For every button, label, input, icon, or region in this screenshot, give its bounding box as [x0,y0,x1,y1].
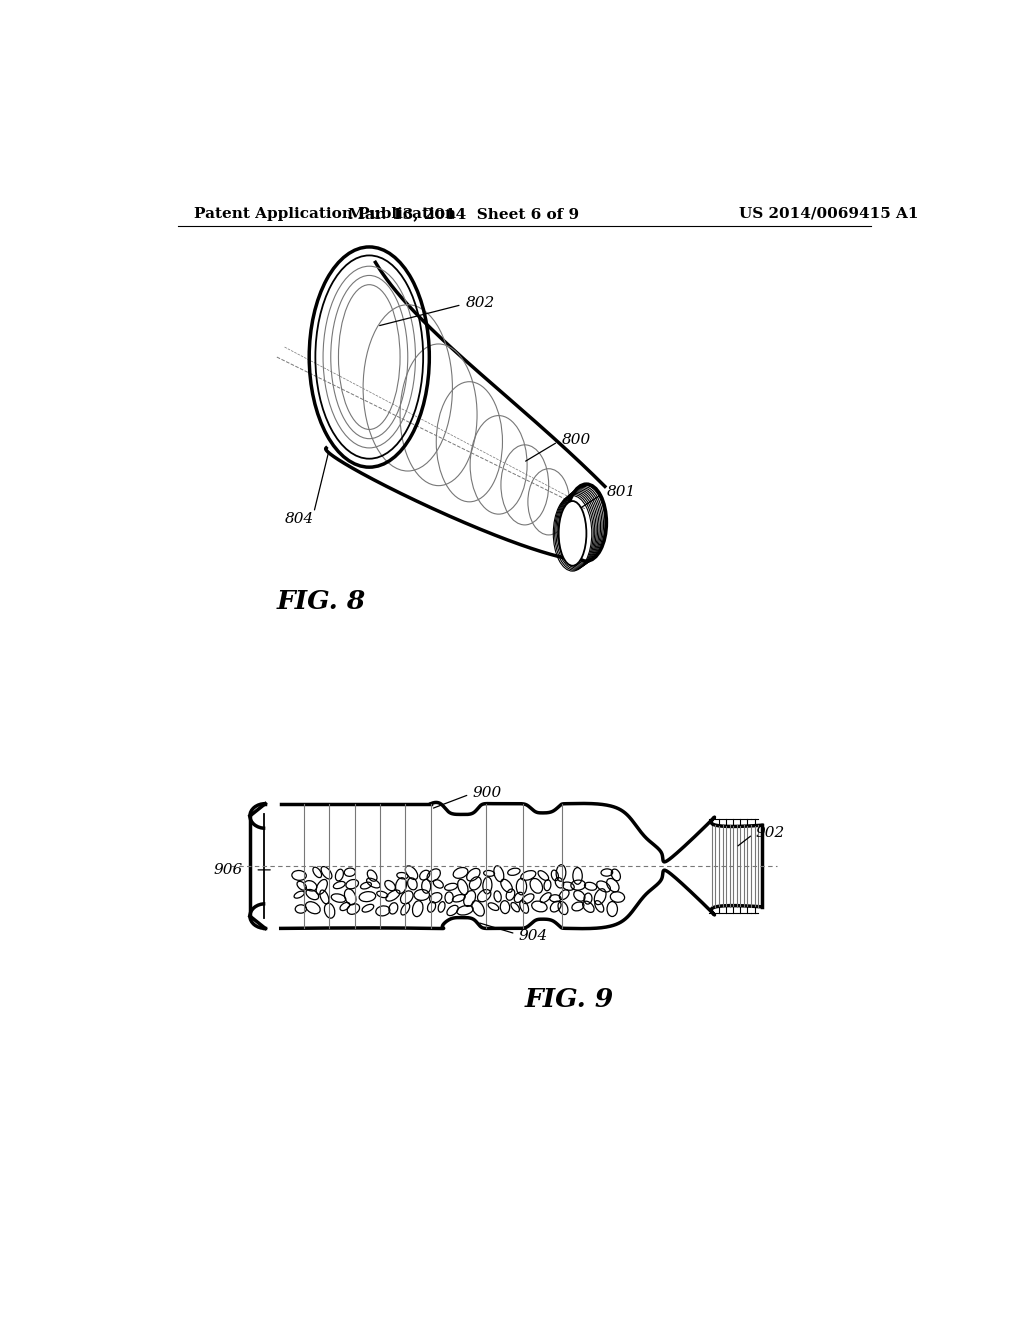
Text: 804: 804 [285,512,313,525]
Text: 906: 906 [214,863,243,876]
Text: 801: 801 [607,484,637,499]
Text: US 2014/0069415 A1: US 2014/0069415 A1 [739,207,919,220]
Ellipse shape [559,502,587,566]
Text: 800: 800 [562,433,591,447]
Text: 802: 802 [466,296,495,310]
Text: Patent Application Publication: Patent Application Publication [194,207,456,220]
Text: FIG. 8: FIG. 8 [276,589,367,614]
Text: Mar. 13, 2014  Sheet 6 of 9: Mar. 13, 2014 Sheet 6 of 9 [347,207,579,220]
Text: 900: 900 [472,785,502,800]
Text: 904: 904 [518,929,548,942]
Text: 902: 902 [756,826,785,840]
Text: FIG. 9: FIG. 9 [524,987,614,1011]
